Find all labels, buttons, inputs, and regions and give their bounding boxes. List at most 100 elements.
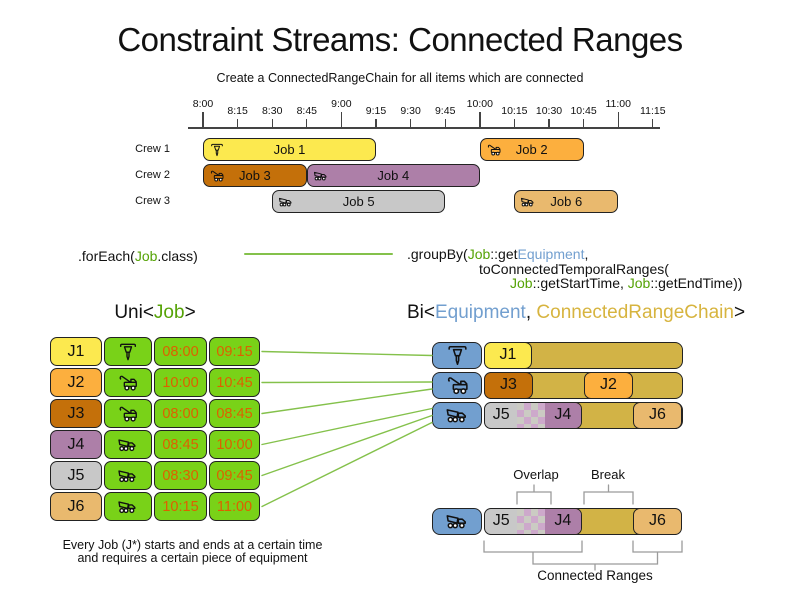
crane-truck-icon <box>447 377 468 395</box>
gantt-bar-label: Job 6 <box>550 194 583 209</box>
subtitle: Create a ConnectedRangeChain for all ite… <box>216 71 584 85</box>
job-badge: J1 <box>50 337 102 366</box>
equipment-cell <box>104 368 152 397</box>
bi-job-segment: J4 <box>544 508 581 534</box>
jackhammer-icon <box>119 343 137 360</box>
dump-truck-icon <box>279 197 292 206</box>
job-badge: J4 <box>50 430 102 459</box>
dump-truck-icon <box>446 409 466 423</box>
timeline-tick-label: 10:30 <box>535 105 563 117</box>
equipment-cell <box>104 399 152 428</box>
end-time-cell: 10:00 <box>209 430 260 459</box>
gantt-bar-label: Job 5 <box>342 194 375 209</box>
timeline-tick <box>652 119 654 127</box>
timeline-tick-label: 11:00 <box>605 98 631 110</box>
bi-chain-bar: J5 J4 J6 <box>484 507 682 535</box>
overlap-checker-segment <box>517 508 545 534</box>
overlap-bracket <box>516 484 552 505</box>
end-time-cell: 10:45 <box>209 368 260 397</box>
jackhammer-icon <box>211 143 223 156</box>
page-title: Constraint Streams: Connected Ranges <box>117 21 683 58</box>
timeline-tick-label: 10:45 <box>570 105 597 117</box>
bi-chain-bar: J1 <box>484 341 683 369</box>
gantt-bar: Job 1 <box>203 138 376 161</box>
timeline-tick-label: 8:45 <box>296 105 318 117</box>
code-foreach: .forEach(Job.class) <box>78 248 198 264</box>
code-groupby-line: toConnectedTemporalRanges( <box>479 261 669 277</box>
dump-truck-icon <box>118 438 136 451</box>
timeline-tick <box>548 119 550 127</box>
code-token: ::getEndTime)) <box>650 275 743 291</box>
code-token: Job <box>153 302 185 323</box>
footer-note: Every Job (J*) starts and ends at a cert… <box>25 539 360 565</box>
gantt-bar-label: Job 2 <box>515 142 548 157</box>
mapping-connector-line <box>261 407 433 446</box>
timeline-tick <box>375 119 377 127</box>
footer-line-1: Every Job (J*) starts and ends at a cert… <box>62 538 323 552</box>
break-label: Break <box>591 467 625 482</box>
equipment-cell <box>104 430 152 459</box>
timeline-tick-label: 8:30 <box>261 105 283 117</box>
crane-truck-icon <box>487 144 501 155</box>
mapping-connector-line <box>261 350 433 357</box>
code-token: toConnectedTemporalRanges( <box>479 260 669 277</box>
end-time-cell: 11:00 <box>209 492 260 521</box>
bi-equipment-cell <box>432 342 482 369</box>
timeline-tick <box>340 112 343 127</box>
crew-label: Crew 2 <box>135 169 170 181</box>
timeline-tick <box>617 112 620 127</box>
gantt-bar: Job 3 <box>203 164 307 187</box>
gantt-bar-label: Job 4 <box>377 168 410 183</box>
break-bracket <box>583 484 634 505</box>
timeline-tick <box>513 119 515 127</box>
end-time-cell: 09:45 <box>209 461 260 490</box>
code-token: Bi< <box>407 302 435 323</box>
crane-truck-icon <box>119 406 137 422</box>
code-token: ::getStartTime, <box>532 275 628 291</box>
mapping-connector-line <box>261 388 433 415</box>
code-token: > <box>733 302 746 323</box>
bi-job-segment: J1 <box>484 341 532 369</box>
code-token: ConnectedRangeChain <box>536 302 734 323</box>
bi-job-segment: J6 <box>633 507 682 535</box>
code-token: .class) <box>157 248 198 264</box>
timeline-tick <box>202 112 204 127</box>
bi-equipment-cell <box>432 508 482 535</box>
code-token: Job <box>134 248 158 264</box>
job-badge: J6 <box>50 492 102 521</box>
bi-job-segment: J2 <box>584 371 633 399</box>
jackhammer-icon <box>447 345 467 366</box>
end-time-cell: 08:45 <box>209 399 260 428</box>
equipment-cell <box>104 337 152 366</box>
bi-job-segment: J3 <box>484 371 533 399</box>
dump-truck-icon <box>446 515 466 529</box>
start-time-cell: 08:00 <box>154 337 207 366</box>
start-time-cell: 10:15 <box>154 492 207 521</box>
bi-job-segment: J5 <box>485 508 518 534</box>
timeline-tick <box>306 119 308 127</box>
code-token: Job <box>627 275 651 291</box>
code-groupby-line: .groupBy(Job::getEquipment, <box>407 246 588 262</box>
code-token: .forEach( <box>78 248 135 264</box>
timeline-tick <box>444 119 446 127</box>
timeline-tick-label: 10:00 <box>466 98 493 110</box>
gantt-bar: Job 4 <box>306 164 480 187</box>
connected-range-bracket <box>483 540 583 559</box>
dump-truck-icon <box>118 469 136 482</box>
equipment-cell <box>104 461 152 490</box>
job-badge: J5 <box>50 461 102 490</box>
start-time-cell: 10:00 <box>154 368 207 397</box>
timeline-tick-label: 11:15 <box>640 105 666 117</box>
job-badge: J3 <box>50 399 102 428</box>
code-token: Job <box>467 246 491 262</box>
job-badge: J2 <box>50 368 102 397</box>
timeline-tick <box>237 119 239 127</box>
bi-equipment-cell <box>432 372 482 399</box>
timeline-tick-label: 8:15 <box>227 105 248 117</box>
gantt-bar: Job 5 <box>272 190 446 213</box>
code-token: , <box>525 302 537 323</box>
code-groupby-line: Job::getStartTime, Job::getEndTime)) <box>510 275 742 291</box>
bi-job-segment: J6 <box>633 401 682 429</box>
timeline-tick-label: 8:00 <box>192 98 214 110</box>
